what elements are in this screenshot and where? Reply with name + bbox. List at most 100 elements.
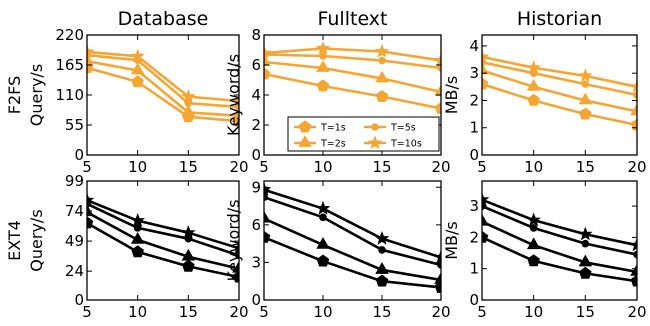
series-point-T=1s-10 [527, 93, 540, 106]
series-point-T=1s-20 [630, 118, 637, 131]
y-tick-label: 3 [469, 64, 479, 82]
series-point-T=1s-5 [482, 230, 489, 243]
x-tick-label: 10 [313, 158, 332, 176]
series-line-T=1s [87, 221, 239, 279]
x-tick-label: 20 [627, 158, 646, 176]
series-point-T=1s-5 [264, 230, 271, 243]
series-point-T=1s-5 [482, 77, 489, 90]
x-tick-label: 15 [372, 303, 391, 321]
panel-frame [481, 180, 638, 301]
panel-series [87, 192, 239, 283]
panel-f2fs-database: 0 55 110 165 220 5 10 15 20 Query/s [27, 26, 249, 176]
series-point-T=2s-15 [181, 248, 196, 261]
legend: T=1s T=2s T=5s T=10s [287, 116, 440, 152]
series-point-T=1s-10 [131, 75, 144, 88]
series-point-T=10s-15 [181, 89, 196, 103]
series-line-T=2s [482, 69, 637, 113]
y-tick-label: 74 [65, 202, 84, 220]
series-point-T=2s-5 [87, 204, 94, 217]
panel-ext4-fulltext: 0 3 6 9 5 10 15 20 Keyword/s [224, 178, 451, 321]
y-tick-label: 6 [251, 216, 261, 234]
series-line-T=5s [482, 204, 637, 256]
series-point-T=2s-20 [630, 103, 637, 116]
y-axis-label: Query/s [27, 209, 46, 271]
series-point-T=5s-15 [581, 80, 590, 88]
series-point-T=5s-20 [437, 64, 441, 72]
series-point-T=5s-20 [633, 250, 637, 259]
series-point-T=5s-10 [529, 224, 538, 232]
series-line-T=2s [87, 59, 239, 118]
panel-series [482, 49, 637, 131]
panel-series [482, 192, 637, 287]
legend-label: T=1s [320, 123, 346, 134]
y-axis-label: MB/s [442, 76, 461, 115]
y-tick-label: 99 [65, 172, 84, 190]
series-point-T=10s-10 [130, 213, 145, 227]
x-tick-label: 5 [82, 303, 92, 321]
series-point-T=2s-15 [181, 104, 196, 117]
series-point-T=10s-10 [526, 212, 541, 227]
y-axis-label: Keyword/s [224, 54, 243, 136]
y-tick-label: 24 [65, 262, 84, 280]
legend-marker [367, 135, 383, 150]
panel-frame [263, 180, 442, 301]
series-line-T=1s [264, 72, 441, 110]
series-point-T=1s-5 [87, 216, 94, 229]
series-point-T=10s-20 [433, 249, 441, 264]
series-point-T=2s-5 [264, 210, 271, 223]
series-point-T=1s-10 [527, 254, 540, 267]
series-line-T=5s [264, 53, 441, 70]
y-tick-label: 0 [469, 146, 479, 164]
series-point-T=10s-5 [482, 49, 490, 63]
series-line-T=2s [482, 220, 637, 274]
series-point-T=10s-10 [526, 60, 541, 74]
series-point-T=1s-20 [434, 101, 441, 114]
y-tick-label: 2 [469, 228, 479, 246]
series-point-T=10s-20 [231, 93, 239, 108]
y-tick-label: 55 [65, 116, 84, 134]
series-point-T=2s-5 [482, 62, 489, 75]
series-line-T=10s [264, 47, 441, 62]
y-tick-label: 2 [469, 91, 479, 109]
x-tick-label: 5 [477, 158, 487, 176]
panel-frame [86, 180, 240, 301]
series-point-T=10s-20 [629, 79, 637, 93]
y-tick-label: 0 [251, 146, 261, 164]
series-point-T=1s-10 [131, 245, 144, 258]
x-tick-label: 20 [431, 158, 450, 176]
series-point-T=5s-15 [378, 246, 386, 254]
series-point-T=10s-10 [315, 40, 331, 55]
series-line-T=5s [264, 196, 441, 267]
series-line-T=5s [482, 60, 637, 97]
series-line-T=2s [264, 217, 441, 282]
series-point-T=2s-5 [264, 54, 271, 66]
series-point-T=2s-15 [578, 254, 593, 267]
y-tick-label: 4 [469, 37, 479, 55]
x-tick-label: 20 [627, 303, 646, 321]
x-tick-label: 5 [259, 158, 269, 176]
series-line-T=10s [87, 50, 239, 103]
series-point-T=2s-10 [526, 237, 541, 250]
series-point-T=10s-5 [482, 192, 490, 206]
panel-f2fs-fulltext: 0 2 4 6 8 5 10 15 20 Keyword/s [224, 26, 451, 176]
y-tick-label: 4 [251, 86, 261, 104]
y-tick-label: 0 [74, 146, 84, 164]
series-point-T=2s-15 [375, 70, 389, 83]
series-point-T=2s-15 [375, 262, 389, 274]
series-point-T=1s-20 [232, 270, 239, 283]
panel-ext4-historian: 0 1 2 3 5 10 15 20 MB/s [442, 180, 647, 321]
y-tick-label: 0 [74, 291, 84, 309]
series-point-T=10s-5 [87, 192, 95, 207]
legend-entry-T=5s: T=5s [364, 123, 416, 134]
series-point-T=1s-5 [264, 67, 271, 80]
panel-series [264, 40, 441, 114]
y-tick-label: 6 [251, 56, 261, 74]
series-point-T=5s-10 [133, 224, 142, 232]
y-tick-label: 2 [251, 116, 261, 134]
x-tick-label: 10 [128, 158, 147, 176]
series-point-T=2s-5 [87, 53, 94, 66]
x-tick-label: 15 [576, 303, 595, 321]
series-point-T=2s-10 [130, 232, 145, 244]
x-tick-label: 10 [524, 303, 543, 321]
